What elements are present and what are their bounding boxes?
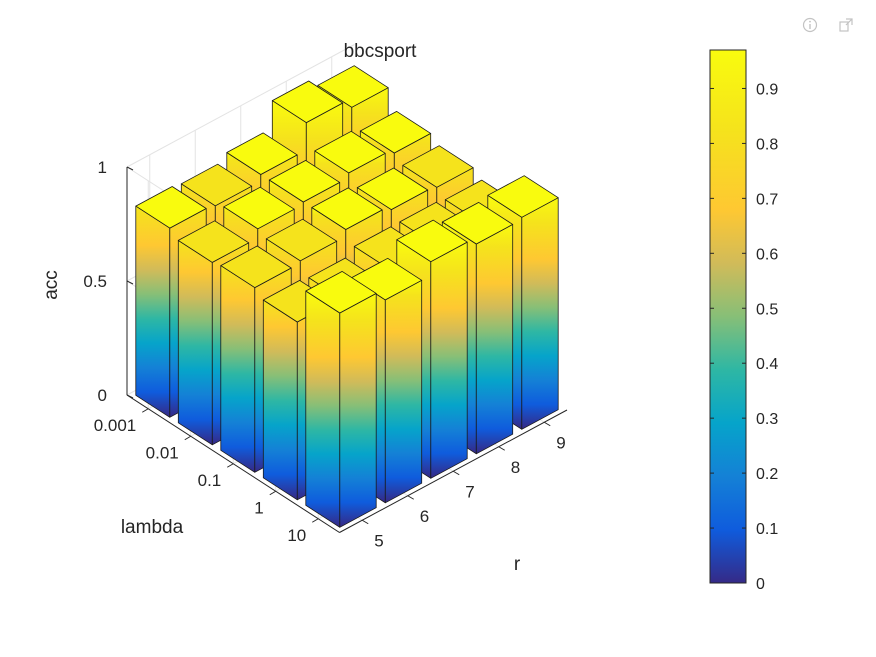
z-tick-label: 0.5 — [83, 272, 107, 291]
x-axis-label: r — [514, 554, 521, 575]
x-tick-label: 6 — [420, 507, 429, 526]
bar-top-face — [305, 270, 377, 314]
y-axis-label: lambda — [121, 517, 184, 538]
x-tick-label: 7 — [465, 482, 474, 501]
bar-left-face — [177, 239, 213, 446]
colorbar-tick-label: 0.8 — [756, 136, 778, 153]
bar-top-face — [135, 186, 207, 229]
bar-front-face — [430, 241, 468, 479]
colorbar-tick-label: 0.5 — [756, 301, 778, 318]
bar-front-face — [384, 279, 423, 504]
bar-top-face — [311, 187, 383, 230]
bar-top-face — [314, 130, 386, 174]
colorbar-tick-label: 0 — [756, 576, 765, 593]
colorbar-tick-label: 0.9 — [756, 81, 778, 98]
bar-top-face — [268, 159, 341, 203]
bar-left-face — [220, 265, 256, 473]
colorbar-tick-label: 0.2 — [756, 466, 778, 483]
x-tick-label: 8 — [511, 458, 520, 477]
bar — [305, 270, 377, 528]
bar-top-face — [402, 145, 474, 188]
export-icon[interactable] — [838, 17, 854, 33]
axis-labels: bbcsport acc lambda r 0 0.5 1 0.001 0.01 0.1 1… — [41, 41, 566, 575]
bar-front-face — [339, 292, 377, 528]
colorbar-ticks: 0 0.1 0.2 0.3 0.4 0.5 0.6 0.7 0.8 0.9 — [710, 81, 778, 593]
colorbar-tick-label: 0.3 — [756, 411, 778, 428]
bar-top-face — [317, 65, 389, 108]
bar-left-face — [135, 205, 171, 418]
bar-front-face — [521, 197, 559, 430]
bar-top-face — [359, 111, 432, 154]
colorbar: 0 0.1 0.2 0.3 0.4 0.5 0.6 0.7 0.8 0.9 — [709, 49, 778, 593]
bar-top-face — [265, 218, 338, 262]
x-tick-label: 9 — [556, 433, 565, 452]
info-icon[interactable] — [802, 17, 818, 33]
z-tick-label: 0 — [98, 386, 107, 405]
colorbar-tick-label: 0.7 — [756, 191, 778, 208]
colorbar-tick-label: 0.4 — [756, 356, 778, 373]
bar-top-face — [356, 167, 429, 211]
z-tick-label: 1 — [98, 158, 107, 177]
bar-top-face — [271, 80, 344, 123]
bar-top-face — [220, 245, 292, 289]
y-tick-label: 1 — [254, 498, 263, 517]
bar-top-face — [441, 201, 514, 245]
axes-lines — [126, 166, 568, 533]
bar-top-face — [396, 219, 468, 263]
y-tick-label: 0.001 — [94, 416, 137, 435]
bar-top-face — [180, 163, 253, 207]
y-tick-label: 0.1 — [198, 471, 222, 490]
colorbar-tick-label: 0.6 — [756, 246, 778, 263]
colorbar-scale — [709, 49, 747, 584]
bar-top-face — [226, 132, 298, 175]
bar-left-face — [262, 299, 298, 501]
x-tick-label: 5 — [374, 531, 383, 550]
bar-front-face — [475, 223, 514, 455]
z-axis-label: acc — [41, 270, 62, 300]
bar-left-face — [305, 290, 341, 528]
bars-group — [135, 65, 559, 528]
colorbar-tick-label: 0.1 — [756, 521, 778, 538]
y-tick-label: 0.01 — [146, 443, 179, 462]
y-tick-label: 10 — [287, 526, 306, 545]
bar-top-face — [177, 220, 250, 263]
bar-top-face — [223, 186, 295, 230]
bar-top-face — [487, 175, 559, 218]
chart-title: bbcsport — [344, 41, 418, 62]
